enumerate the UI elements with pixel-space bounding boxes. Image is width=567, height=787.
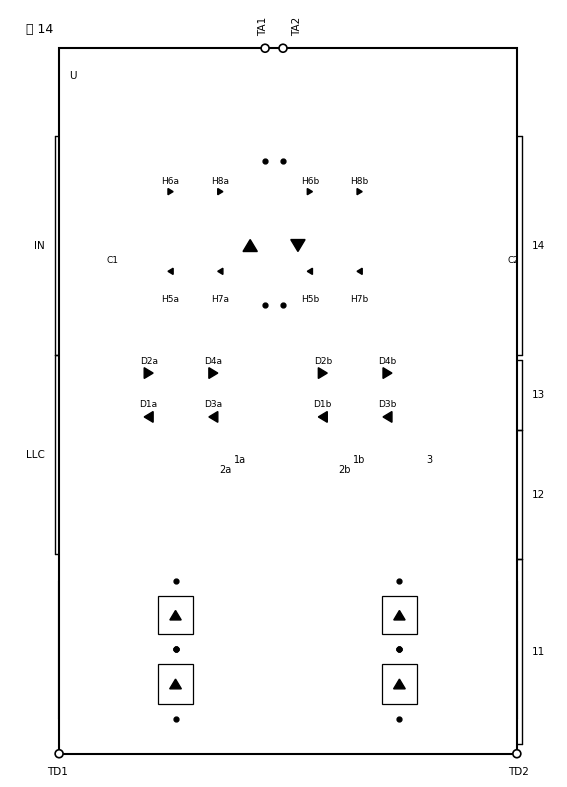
- Text: 3: 3: [426, 455, 433, 465]
- Text: H8a: H8a: [211, 177, 229, 186]
- Text: H6a: H6a: [162, 177, 180, 186]
- Polygon shape: [144, 368, 153, 379]
- Text: 2a: 2a: [219, 465, 231, 475]
- Bar: [158, 597, 193, 634]
- Text: H8b: H8b: [350, 177, 369, 186]
- Text: IN: IN: [35, 241, 45, 250]
- Polygon shape: [307, 189, 312, 194]
- Text: 13: 13: [532, 390, 545, 400]
- Text: 14: 14: [532, 241, 545, 250]
- Polygon shape: [307, 268, 312, 275]
- Text: TA1: TA1: [258, 17, 268, 36]
- Text: 11: 11: [532, 647, 545, 656]
- Circle shape: [513, 750, 521, 758]
- Text: TA2: TA2: [292, 17, 302, 36]
- Text: 図 14: 図 14: [26, 24, 53, 36]
- Text: 12: 12: [532, 490, 545, 500]
- Text: D3a: D3a: [204, 401, 222, 409]
- Polygon shape: [168, 268, 173, 275]
- Polygon shape: [243, 239, 257, 252]
- Circle shape: [55, 750, 63, 758]
- Text: D1a: D1a: [139, 401, 158, 409]
- Text: D4b: D4b: [378, 357, 396, 366]
- Text: H6b: H6b: [301, 177, 319, 186]
- Text: H7b: H7b: [350, 295, 369, 305]
- Bar: [158, 664, 193, 704]
- Text: 1a: 1a: [234, 455, 246, 465]
- Polygon shape: [168, 189, 173, 194]
- Polygon shape: [170, 611, 181, 620]
- Text: D2a: D2a: [139, 357, 158, 366]
- Polygon shape: [170, 679, 181, 689]
- Text: C1: C1: [107, 256, 119, 265]
- Polygon shape: [218, 268, 223, 275]
- Polygon shape: [393, 679, 405, 689]
- Circle shape: [279, 44, 287, 52]
- Text: D1b: D1b: [314, 401, 332, 409]
- Text: D3b: D3b: [378, 401, 397, 409]
- Text: H5b: H5b: [301, 295, 319, 305]
- Text: C2: C2: [508, 256, 520, 265]
- Text: D4a: D4a: [204, 357, 222, 366]
- Text: LLC: LLC: [26, 450, 45, 460]
- Text: H7a: H7a: [211, 295, 229, 305]
- Polygon shape: [357, 189, 362, 194]
- Polygon shape: [318, 412, 327, 423]
- Circle shape: [261, 44, 269, 52]
- Polygon shape: [383, 368, 392, 379]
- Polygon shape: [383, 412, 392, 423]
- Text: H5a: H5a: [162, 295, 180, 305]
- Bar: [59, 48, 517, 754]
- Polygon shape: [318, 368, 327, 379]
- Polygon shape: [291, 239, 305, 252]
- Bar: [382, 597, 417, 634]
- Text: TD2: TD2: [509, 767, 529, 777]
- Bar: [382, 664, 417, 704]
- Text: U: U: [69, 71, 77, 81]
- Polygon shape: [218, 189, 223, 194]
- Polygon shape: [209, 412, 218, 423]
- Polygon shape: [144, 412, 153, 423]
- Polygon shape: [393, 611, 405, 620]
- Text: D2b: D2b: [314, 357, 332, 366]
- Polygon shape: [357, 268, 362, 275]
- Polygon shape: [209, 368, 218, 379]
- Text: 2b: 2b: [338, 465, 351, 475]
- Text: TD1: TD1: [46, 767, 67, 777]
- Text: 1b: 1b: [353, 455, 366, 465]
